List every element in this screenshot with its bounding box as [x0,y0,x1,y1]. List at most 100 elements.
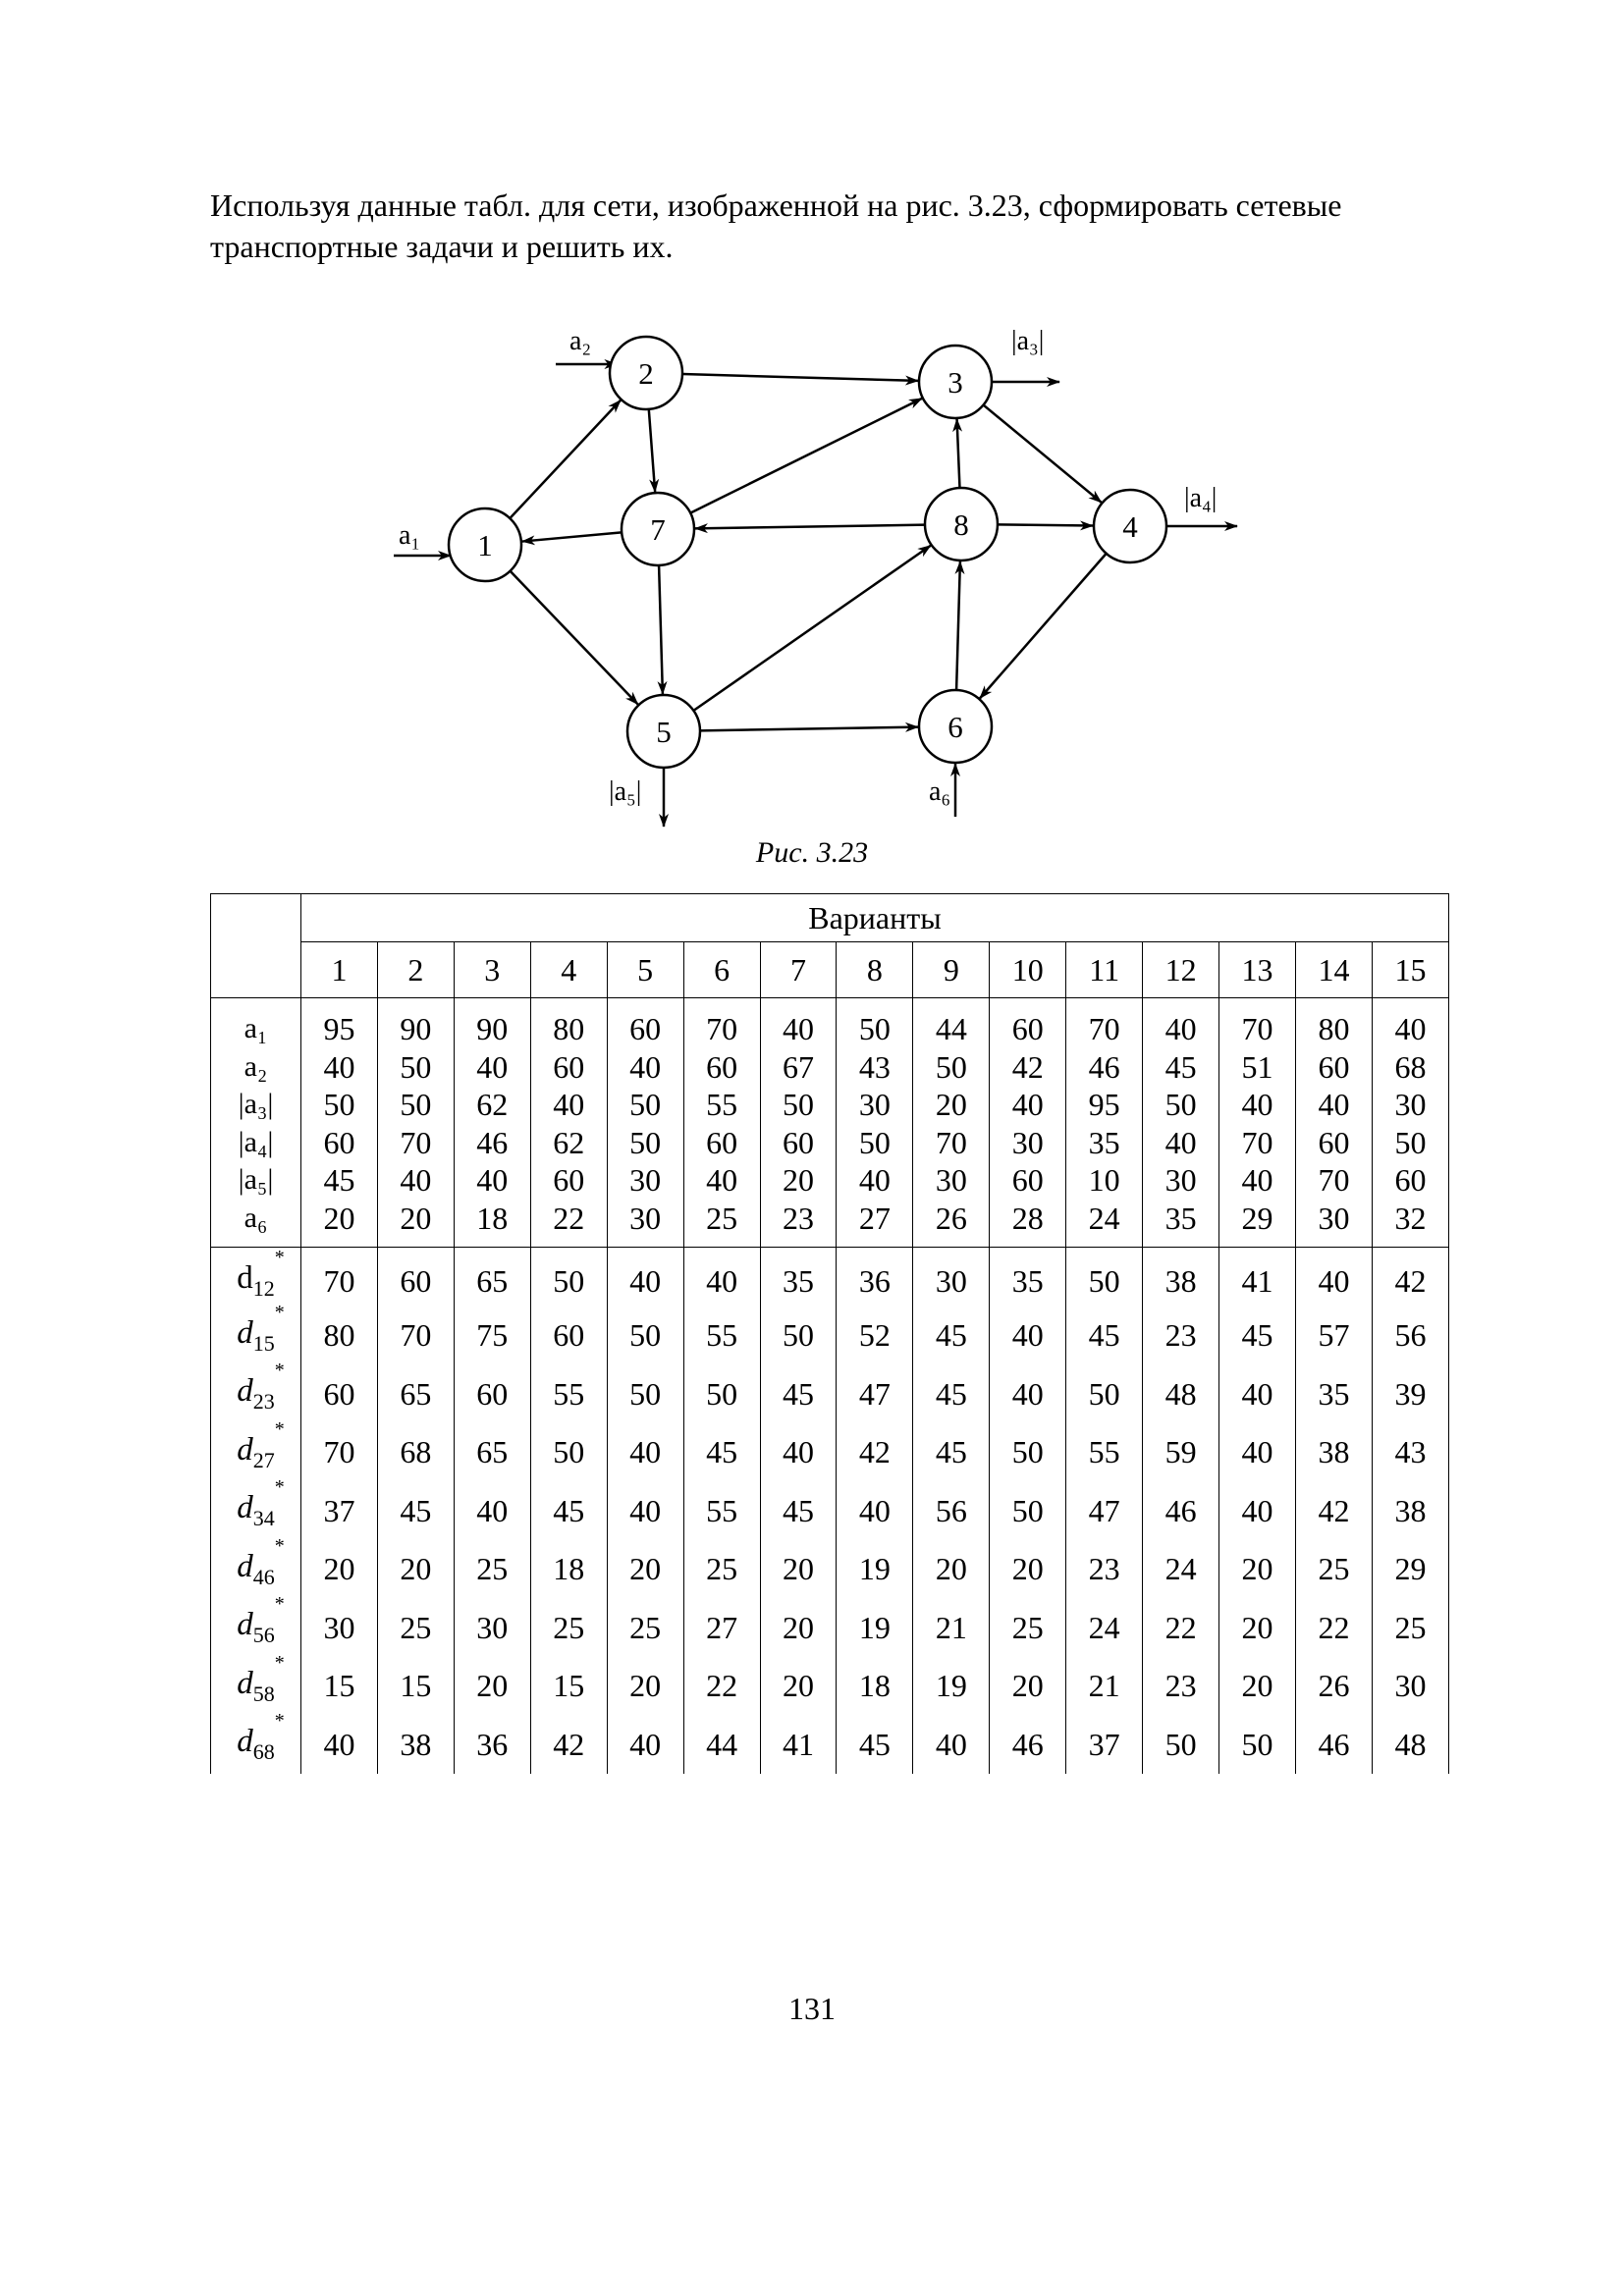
table-cell: 30 [912,1161,991,1200]
flow-label-6: a₆ [929,776,950,807]
table-cell: 27 [682,1598,761,1657]
symbol-sup: * [274,1247,285,1268]
table-cell: 21 [912,1598,991,1657]
table-cell: 35 [989,1247,1067,1307]
node-3: 3 [917,344,994,420]
table-row: |a₄| 60 70 46 62 50 60 60 50 70 30 35 40 70 60 50 [210,1123,1450,1161]
table-cell: 60 [1294,1047,1373,1086]
table-cell: 45 [912,1364,991,1423]
table-cell: 45 [759,1364,838,1423]
table-cell: 40 [1142,997,1220,1048]
node-circle [625,693,702,770]
symbol-sup: * [274,1593,285,1616]
table-cell: 30 [453,1598,531,1657]
table-cell: 23 [1142,1307,1220,1365]
table-cell: 60 [759,1123,838,1161]
table-row: a₂ 40 50 40 60 40 60 67 43 50 42 46 45 51 60 68 [210,1047,1450,1086]
table-row: d * 58 15 15 20 15 20 22 20 18 19 20 21 23 20 26 30 [210,1652,1450,1716]
table-cell: 22 [682,1657,761,1716]
node-circle [1092,488,1168,564]
symbol-sub: 15 [252,1330,275,1356]
table-cell: 46 [453,1123,531,1161]
table-cell: 50 [1065,1247,1144,1307]
table-cell: 60 [529,1047,608,1086]
table-cell: 57 [1294,1307,1373,1365]
table-cell: 20 [989,1657,1067,1716]
table-cell: 70 [682,997,761,1048]
table-cell: 44 [912,997,991,1048]
table-cell: 95 [300,997,378,1048]
table-cell: 25 [529,1598,608,1657]
table-cell: 50 [1218,1715,1296,1774]
table-cell: 68 [376,1423,455,1482]
table-cell: 55 [682,1481,761,1540]
table-cell: 42 [529,1715,608,1774]
table-cell: 50 [989,1481,1067,1540]
table-cell: 36 [836,1247,914,1307]
table-cell: 30 [836,1086,914,1124]
page-number: 131 [788,1991,836,2026]
table-cell: 20 [376,1199,455,1248]
table-row: d * 23 60 65 60 55 50 50 45 47 45 40 50 48 40 35 39 [210,1360,1450,1423]
table-cell: 25 [682,1540,761,1599]
symbol-sup: * [274,1710,285,1733]
table-cell: 50 [836,997,914,1048]
symbol-sup: * [274,1476,285,1499]
table-cell: 24 [1065,1199,1144,1248]
node-label: 1 [477,528,493,562]
table-cell: 43 [1371,1423,1450,1482]
table-cell: 56 [912,1481,991,1540]
table-cell: 18 [529,1540,608,1599]
node-2: 2 [608,335,684,411]
table-cell: 30 [606,1161,684,1200]
table-cell: 41 [759,1715,838,1774]
symbol-base: d [237,1724,253,1760]
row-label: a₂ [210,1047,301,1086]
table-cell: 26 [1294,1657,1373,1716]
capacity-symbol: d * 46 [237,1535,285,1590]
variants-table: Варианты 1 2 3 4 5 6 7 8 9 10 11 12 13 14 15 a₁ 95 90 90 80 6… [210,893,1450,1774]
node-circle [917,344,994,420]
node-circle [608,335,684,411]
table-cell: 45 [912,1423,991,1482]
table-cell: 40 [453,1481,531,1540]
table-cell: 60 [453,1364,531,1423]
table-cell: 39 [1371,1364,1450,1423]
table-cell: 20 [453,1657,531,1716]
table-cell: 40 [1218,1161,1296,1200]
table-cell: 50 [1142,1086,1220,1124]
capacity-symbol: d * 34 [237,1476,285,1531]
table-cell: 23 [1142,1657,1220,1716]
table-cell: 46 [1294,1715,1373,1774]
table-cell: 41 [1218,1247,1296,1307]
edge-7-3 [689,397,923,514]
edge-8-7 [693,523,926,534]
symbol-base: d [237,1431,253,1468]
table-row: d * 46 20 20 25 18 20 25 20 19 20 20 23 24 20 25 29 [210,1535,1450,1599]
table-cell: 35 [1142,1199,1220,1248]
edge-6-8 [954,560,965,691]
table-cell: 40 [606,1047,684,1086]
variant-number: 4 [529,941,608,998]
table-cell: 50 [606,1307,684,1365]
table-cell: 35 [1065,1123,1144,1161]
table-cell: 40 [300,1715,378,1774]
table-cell: 50 [759,1307,838,1365]
table-cell: 52 [836,1307,914,1365]
table-cell: 20 [606,1657,684,1716]
symbol-sub: 27 [252,1447,275,1472]
table-cell: 40 [606,1423,684,1482]
symbol-sub: 23 [252,1389,275,1415]
table-cell: 25 [376,1598,455,1657]
table-cell: 30 [1142,1161,1220,1200]
table-cell: 70 [1218,997,1296,1048]
table-cell: 40 [1294,1086,1373,1124]
table-cell: 46 [1142,1481,1220,1540]
table-cell: 20 [989,1540,1067,1599]
table-cell: 70 [300,1247,378,1307]
table-cell: 25 [1371,1598,1450,1657]
table-cell: 50 [1065,1364,1144,1423]
variant-number: 12 [1142,941,1220,998]
table-cell: 43 [836,1047,914,1086]
node-6: 6 [917,688,994,765]
